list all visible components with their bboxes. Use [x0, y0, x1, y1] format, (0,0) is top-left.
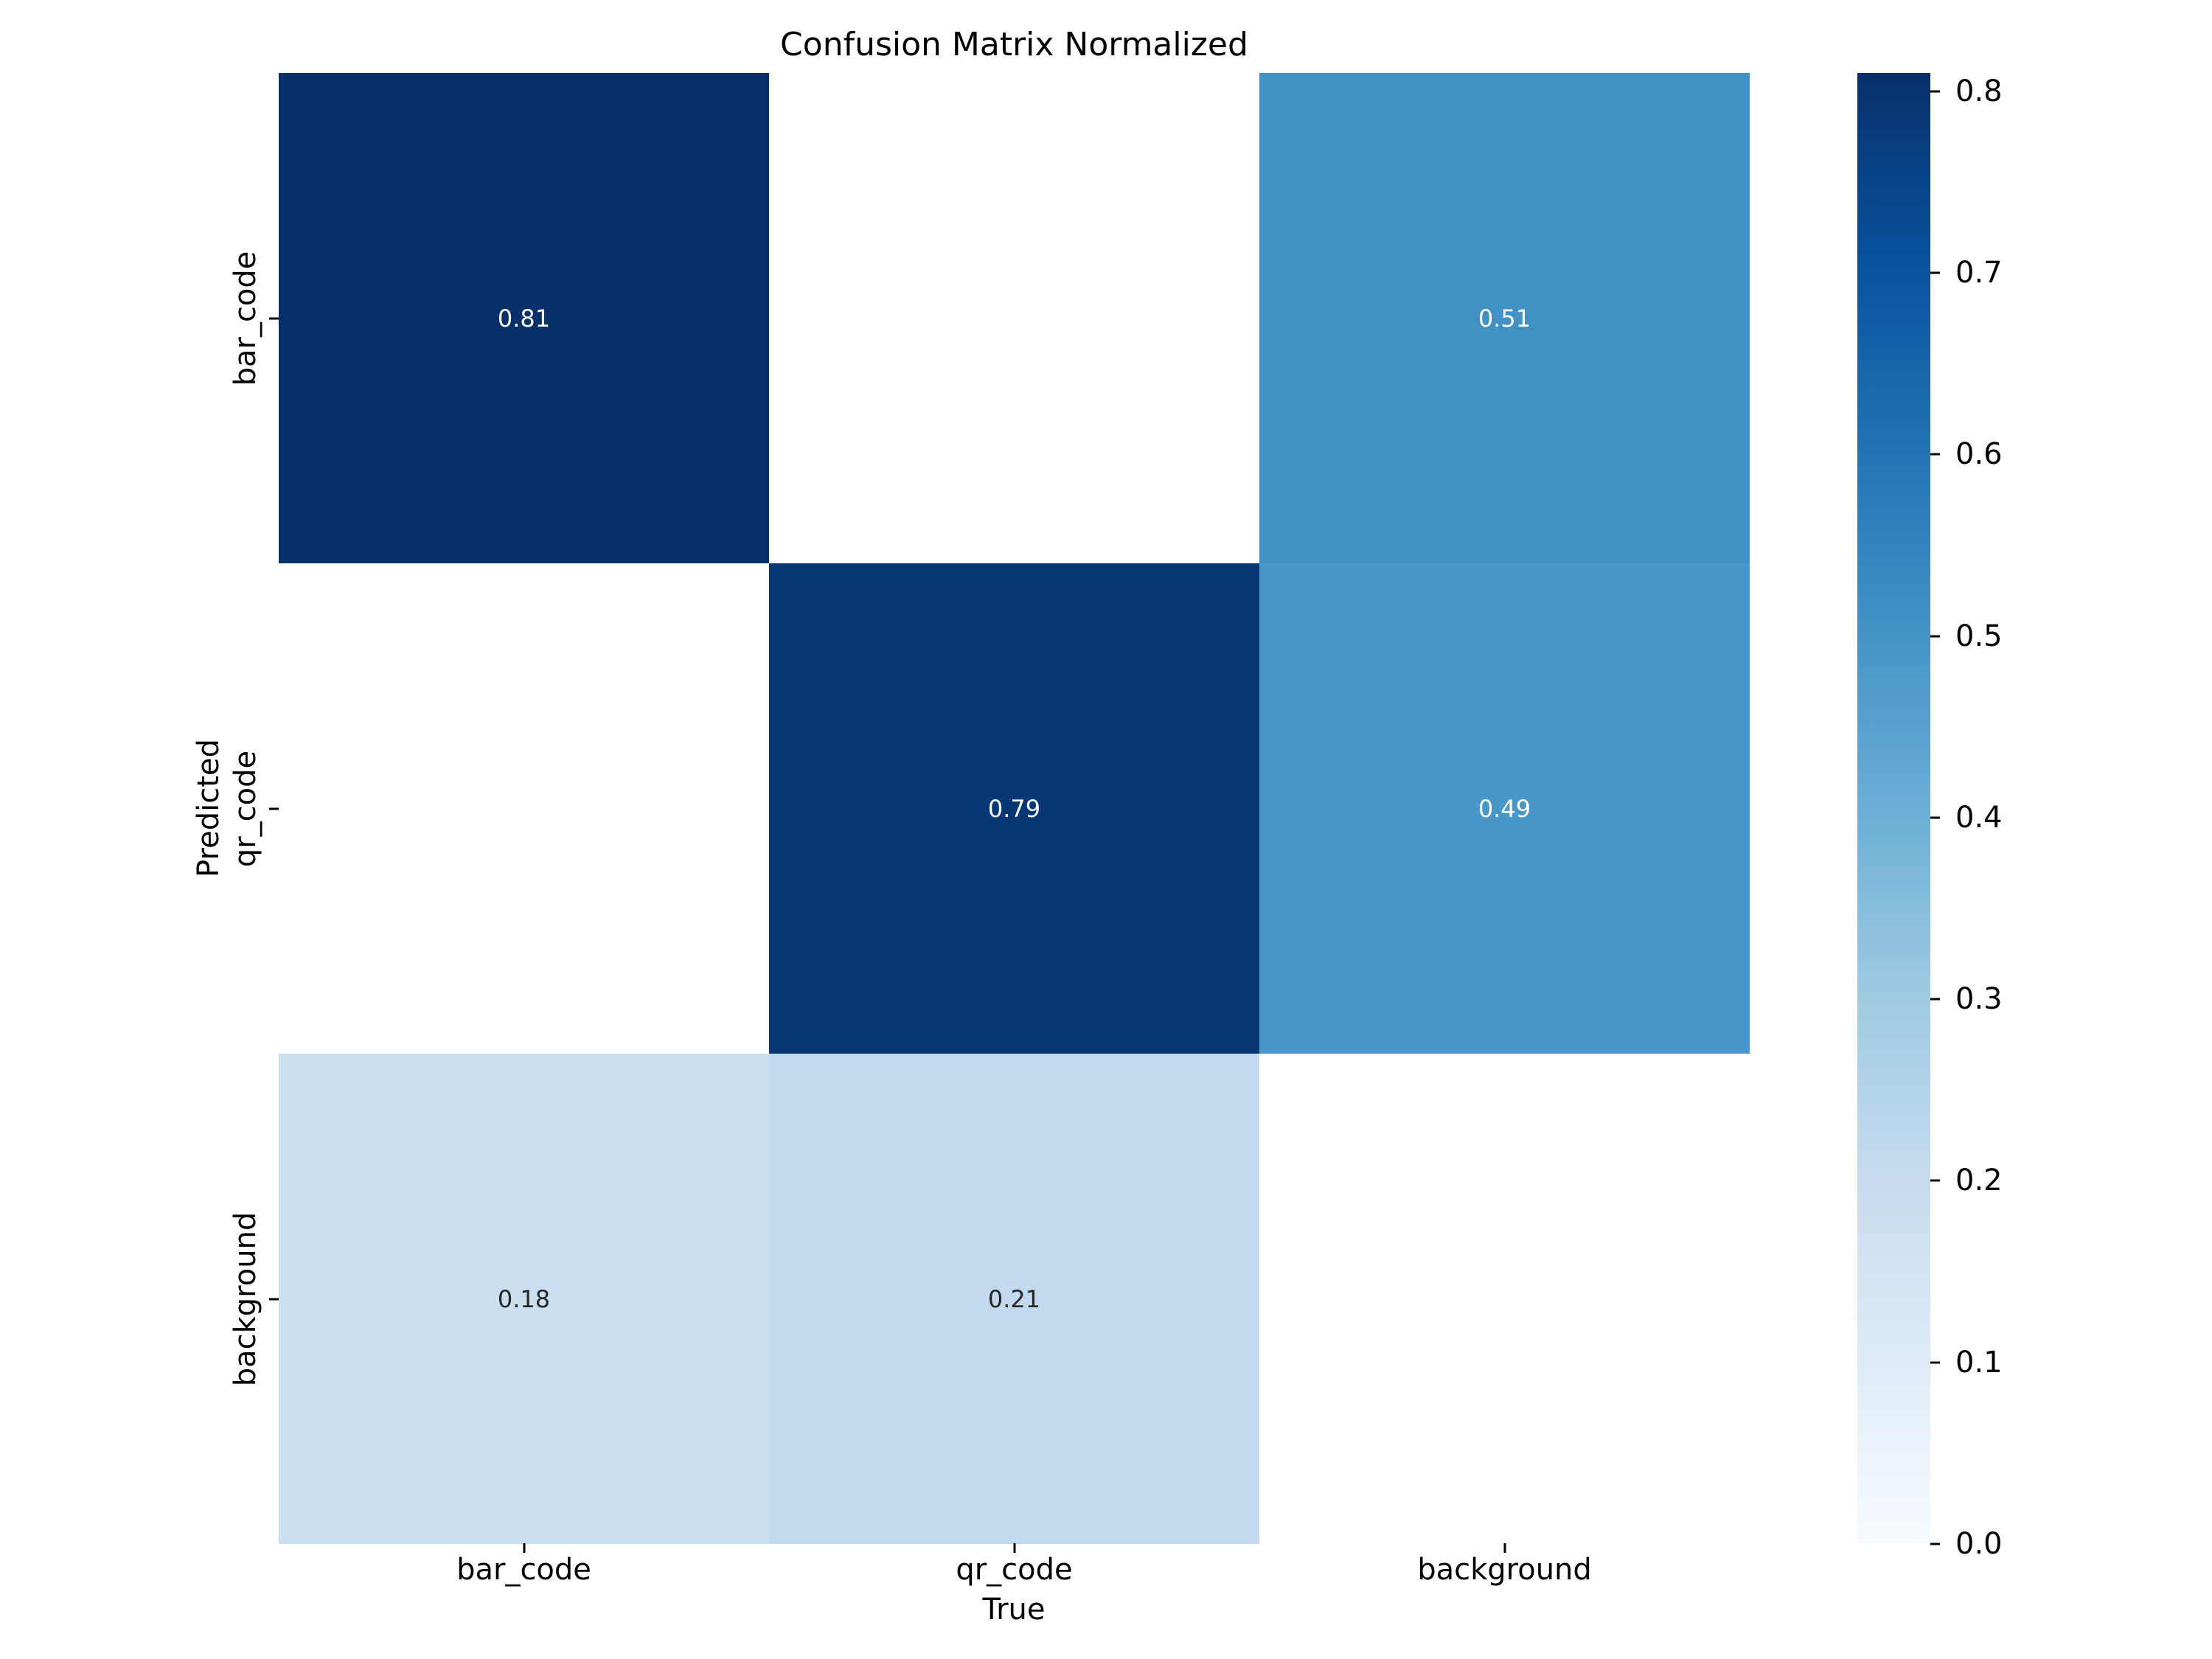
chart-title: Confusion Matrix Normalized — [780, 26, 1248, 63]
colorbar-tick-label: 0.5 — [1955, 619, 2003, 653]
colorbar-tick-mark — [1930, 1179, 1940, 1182]
colorbar-tick-label: 0.0 — [1955, 1527, 2003, 1561]
colorbar-tick-label: 0.2 — [1955, 1164, 2003, 1198]
x-axis-label: True — [982, 1593, 1046, 1627]
colorbar-tick-label: 0.6 — [1955, 437, 2003, 472]
cell-value: 0.49 — [1478, 794, 1531, 823]
y-tick-mark — [269, 807, 279, 810]
heatmap-cell — [769, 73, 1259, 563]
y-tick-label: qr_code — [229, 750, 262, 867]
y-tick-mark — [269, 317, 279, 319]
heatmap-cell: 0.49 — [1259, 563, 1750, 1054]
colorbar-tick-mark — [1930, 1361, 1940, 1364]
heatmap-cell — [279, 563, 769, 1054]
heatmap-cell: 0.81 — [279, 73, 769, 563]
colorbar-tick-mark — [1930, 271, 1940, 274]
cell-value: 0.21 — [987, 1284, 1041, 1313]
heatmap-cell: 0.21 — [769, 1054, 1259, 1544]
cell-value: 0.79 — [987, 794, 1041, 823]
colorbar-tick-label: 0.3 — [1955, 982, 2003, 1017]
x-tick-mark — [1503, 1543, 1506, 1553]
x-tick-label: background — [1417, 1553, 1592, 1587]
x-tick-mark — [523, 1543, 525, 1553]
colorbar — [1857, 73, 1930, 1544]
cell-value: 0.81 — [497, 304, 551, 333]
colorbar-tick-label: 0.8 — [1955, 74, 2003, 108]
colorbar-tick-label: 0.7 — [1955, 255, 2003, 290]
heatmap-cell: 0.18 — [279, 1054, 769, 1544]
x-tick-label: qr_code — [956, 1553, 1073, 1587]
colorbar-tick-mark — [1930, 635, 1940, 638]
y-tick-label: background — [229, 1211, 262, 1386]
colorbar-tick-label: 0.1 — [1955, 1345, 2003, 1380]
colorbar-tick-mark — [1930, 998, 1940, 1001]
colorbar-tick-mark — [1930, 1543, 1940, 1545]
x-tick-mark — [1013, 1543, 1015, 1553]
colorbar-tick-mark — [1930, 453, 1940, 456]
colorbar-tick-label: 0.4 — [1955, 800, 2003, 835]
colorbar-tick-mark — [1930, 816, 1940, 819]
cell-value: 0.18 — [497, 1284, 551, 1313]
heatmap-cell: 0.79 — [769, 563, 1259, 1054]
x-tick-label: bar_code — [456, 1553, 591, 1587]
y-tick-mark — [269, 1298, 279, 1300]
heatmap-cell — [1259, 1054, 1750, 1544]
heatmap-cell: 0.51 — [1259, 73, 1750, 563]
y-tick-label: bar_code — [229, 251, 262, 386]
colorbar-tick-mark — [1930, 90, 1940, 93]
y-axis-label: Predicted — [192, 739, 226, 877]
cell-value: 0.51 — [1478, 304, 1531, 333]
heatmap-grid: 0.81 0.51 0.79 0.49 0.18 0.21 — [279, 73, 1750, 1544]
